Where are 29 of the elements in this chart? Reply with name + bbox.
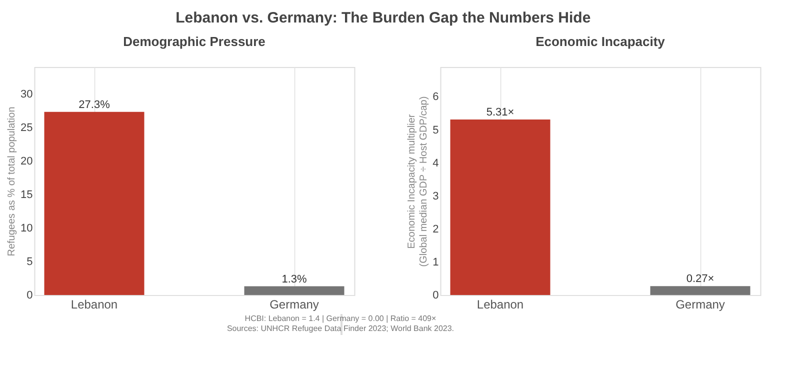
source-note: Sources: UNHCR Refugee Data Finder 2023; World Bank 2023. <box>226 324 454 333</box>
data-label: 0.27× <box>686 273 714 286</box>
y-tick-label: 20 <box>20 155 33 168</box>
y-tick-label: 15 <box>20 188 33 201</box>
y-tick-label: 25 <box>20 122 33 134</box>
y-tick-label: 0 <box>26 290 33 302</box>
y-axis-title: Refugees as % of total population <box>6 106 18 256</box>
data-label: 27.3% <box>78 98 110 111</box>
x-tick-label: Germany <box>270 298 319 312</box>
data-label: 5.31× <box>486 106 514 119</box>
x-tick-label: Lebanon <box>476 298 524 312</box>
text: HCBI: Lebanon = 1.4 | Germany = 0.00 | Ratio = 409× <box>244 314 436 323</box>
chart-title: Demographic Pressure <box>123 34 266 49</box>
y-tick-label: 2 <box>432 223 439 236</box>
x-tick-label: Germany <box>676 298 725 312</box>
data-label: 1.3% <box>282 273 307 286</box>
y-tick-label: 6 <box>432 91 439 104</box>
y-tick-label: 1 <box>432 256 439 268</box>
y-axis-title: Economic Incapacity multiplier (Global median GDP ÷ Host GDP/cap) <box>406 96 430 267</box>
y-tick-label: 5 <box>432 124 439 136</box>
chart-title: Economic Incapacity <box>536 34 666 49</box>
y-tick-label: 0 <box>432 290 439 302</box>
y-tick-label: 4 <box>432 157 439 170</box>
x-tick-label: Lebanon <box>70 298 118 312</box>
text: Lebanon vs. Germany: The Burden Gap the Numbers Hide <box>176 10 591 26</box>
y-tick-label: 10 <box>20 222 33 234</box>
y-tick-label: 5 <box>26 256 33 268</box>
y-tick-label: 30 <box>20 88 33 100</box>
y-tick-label: 3 <box>432 190 439 202</box>
